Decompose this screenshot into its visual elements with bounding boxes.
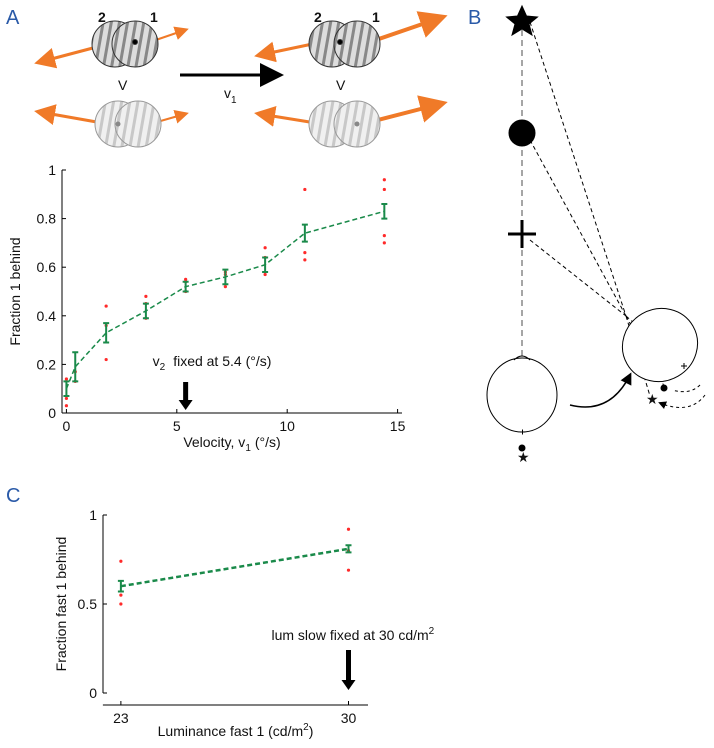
viewing-diagram: ★ ★ <box>486 4 706 465</box>
data-point <box>119 593 123 597</box>
data-point <box>223 285 227 289</box>
diagram-label: 1 <box>372 9 380 25</box>
data-point <box>303 258 307 262</box>
error-bar <box>103 322 110 344</box>
diagram-label: V <box>336 77 346 93</box>
error-bar <box>345 544 352 554</box>
data-point <box>263 246 267 250</box>
y-tick-label: 0 <box>48 405 56 421</box>
y-tick-label: 1 <box>48 162 56 178</box>
error-bar <box>72 351 79 383</box>
data-point <box>382 178 386 182</box>
diagram-label: V <box>118 77 128 93</box>
data-point <box>382 241 386 245</box>
y-tick-label: 0.2 <box>37 356 57 372</box>
diagram-label: v <box>224 85 231 101</box>
diagram-label: v1 <box>224 85 237 106</box>
diagram-label: 2 <box>98 9 106 25</box>
x-axis-label: 2 <box>303 722 309 733</box>
annotation-arrow <box>178 400 193 410</box>
y-axis-label: Fraction fast 1 behind <box>53 537 69 672</box>
diagram-label: 1 <box>150 9 158 25</box>
y-tick-label: 0.8 <box>37 211 57 227</box>
error-bar <box>262 256 269 274</box>
data-point <box>119 559 123 563</box>
diagram-label: 2 <box>314 9 322 25</box>
annotation: lum slow fixed at 30 cd/m2 <box>271 626 434 643</box>
panel-label: C <box>6 485 20 507</box>
y-tick-label: 1 <box>89 507 97 523</box>
x-tick-label: 15 <box>390 418 406 434</box>
x-axis-label: (°/s) <box>255 434 281 450</box>
annotation: fixed at 5.4 (°/s) <box>173 353 271 369</box>
x-axis-label: Luminance fast 1 (cd/m2) <box>158 722 314 739</box>
x-tick-label: 10 <box>279 418 295 434</box>
error-bar <box>117 579 124 593</box>
panel-label: B <box>468 7 481 29</box>
y-tick-label: 0.5 <box>78 596 98 612</box>
y-axis-label: Fraction 1 behind <box>7 237 23 345</box>
panel-label: A <box>6 7 20 29</box>
x-tick-label: 5 <box>173 418 181 434</box>
x-tick-label: 23 <box>113 710 129 726</box>
mean-line <box>120 547 349 588</box>
annotation: v <box>153 353 160 369</box>
y-tick-label: 0.4 <box>37 308 57 324</box>
chart: 0 0.5 1 23 30 Fraction fast 1 behind Luminance… <box>53 507 435 739</box>
x-axis-label: Velocity, v1 (°/s) <box>183 434 280 454</box>
data-point <box>303 187 307 192</box>
y-tick-label: 0 <box>89 685 97 701</box>
annotation: 2 <box>429 626 435 637</box>
error-bar <box>182 280 189 293</box>
y-tick-label: 0.6 <box>37 259 57 275</box>
x-axis-label: ) <box>309 723 314 739</box>
data-point <box>382 187 386 192</box>
diagram-label: 1 <box>231 95 237 106</box>
error-bar <box>381 203 388 220</box>
annotation: v2 fixed at 5.4 (°/s) <box>153 353 272 373</box>
data-point <box>104 304 108 308</box>
x-tick-label: 30 <box>341 710 357 726</box>
data-point <box>64 377 69 381</box>
x-axis-label: Luminance fast 1 (cd/m <box>158 723 304 739</box>
data-point <box>346 527 351 531</box>
data-point <box>64 396 69 401</box>
data-point <box>346 568 351 572</box>
error-bar <box>63 380 70 397</box>
x-axis-label: Velocity, v <box>183 434 245 450</box>
svg-text:★: ★ <box>646 391 659 407</box>
error-bar <box>142 302 149 320</box>
data-point <box>119 602 123 606</box>
data-point <box>64 404 69 408</box>
annotation-arrow <box>341 680 356 690</box>
data-point <box>104 357 108 362</box>
x-axis-label: 1 <box>245 443 251 454</box>
x-tick-label: 0 <box>63 418 71 434</box>
data-point <box>263 272 267 277</box>
stimulus-diagram <box>34 11 448 148</box>
data-point <box>382 234 386 238</box>
data-point <box>144 294 148 298</box>
data-point <box>184 277 188 281</box>
annotation: lum slow fixed at 30 cd/m <box>271 627 428 643</box>
error-bar <box>222 268 229 286</box>
annotation: 2 <box>160 362 166 373</box>
svg-text:★: ★ <box>517 449 530 465</box>
error-bar <box>301 223 308 243</box>
data-point <box>303 251 307 255</box>
